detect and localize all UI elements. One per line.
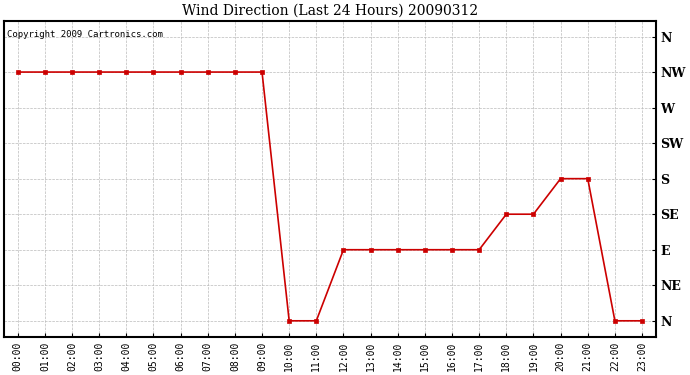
Title: Wind Direction (Last 24 Hours) 20090312: Wind Direction (Last 24 Hours) 20090312 (182, 4, 478, 18)
Text: Copyright 2009 Cartronics.com: Copyright 2009 Cartronics.com (8, 30, 164, 39)
